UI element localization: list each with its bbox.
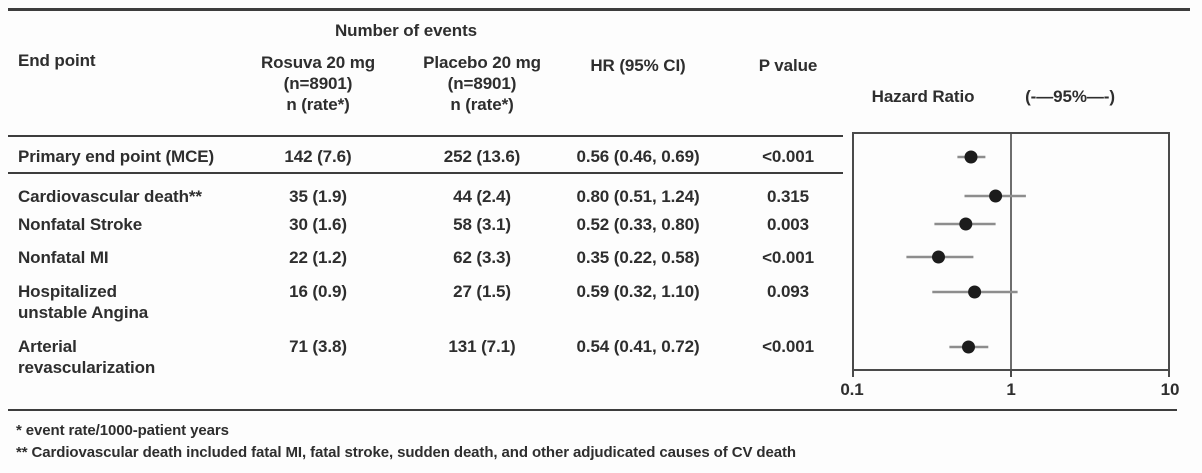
hr-cell: 0.56 (0.46, 0.69)	[576, 147, 700, 166]
column-header-p-value: P value	[758, 56, 818, 75]
endpoint-cell: Primary end point (MCE)	[18, 147, 215, 166]
placebo-cell: 44 (2.4)	[453, 187, 511, 206]
group-header-number-of-events: Number of events	[335, 21, 477, 40]
p-value-cell: 0.093	[766, 282, 810, 301]
endpoint-cell: Cardiovascular death**	[18, 187, 202, 206]
endpoint-cell: Hospitalized unstable Angina	[18, 282, 149, 322]
p-value-cell: 0.003	[766, 215, 810, 234]
placebo-cell: 27 (1.5)	[453, 282, 511, 301]
footnote-event-rate: * event rate/1000-patient years	[16, 422, 229, 439]
rosuva-cell: 71 (3.8)	[289, 337, 347, 356]
axis-tick-label-10: 10	[1160, 380, 1180, 399]
endpoint-cell: Arterial revascularization	[18, 337, 156, 377]
hr-cell: 0.59 (0.32, 1.10)	[576, 282, 700, 301]
forest-plot	[852, 132, 1170, 377]
rosuva-cell: 16 (0.9)	[289, 282, 347, 301]
rosuva-cell: 22 (1.2)	[289, 248, 347, 267]
footnote-cv-death: ** Cardiovascular death included fatal M…	[16, 444, 796, 461]
p-value-cell: 0.315	[766, 187, 810, 206]
rosuva-cell: 30 (1.6)	[289, 215, 347, 234]
p-value-cell: <0.001	[762, 337, 814, 356]
plot-title-hazard-ratio: Hazard Ratio	[871, 87, 975, 106]
hr-marker	[962, 340, 975, 354]
hr-marker	[964, 150, 978, 164]
hr-marker	[989, 189, 1003, 203]
column-header-end-point: End point	[18, 51, 96, 70]
axis-tick-label-1: 1	[1006, 380, 1016, 399]
bottom-rule	[8, 409, 1177, 411]
hr-cell: 0.52 (0.33, 0.80)	[576, 215, 700, 234]
column-header-placebo: Placebo 20 mg (n=8901) n (rate*)	[423, 53, 541, 114]
hr-marker	[932, 250, 945, 264]
placebo-cell: 58 (3.1)	[453, 215, 511, 234]
endpoint-cell: Nonfatal MI	[18, 248, 109, 267]
hr-cell: 0.80 (0.51, 1.24)	[576, 187, 700, 206]
placebo-cell: 131 (7.1)	[448, 337, 516, 356]
placebo-cell: 62 (3.3)	[453, 248, 511, 267]
axis-tick-label-0-1: 0.1	[840, 380, 864, 399]
p-value-cell: <0.001	[762, 147, 814, 166]
rosuva-cell: 35 (1.9)	[289, 187, 347, 206]
top-rule	[8, 8, 1190, 11]
column-header-rosuva: Rosuva 20 mg (n=8901) n (rate*)	[260, 53, 376, 114]
column-header-hr-ci: HR (95% CI)	[590, 56, 686, 75]
plot-ci-label: (-—95%—-)	[1025, 87, 1115, 106]
hr-marker	[968, 285, 982, 299]
hr-cell: 0.54 (0.41, 0.72)	[576, 337, 700, 356]
header-rule	[8, 135, 843, 137]
primary-endpoint-separator-rule	[8, 172, 843, 174]
hr-cell: 0.35 (0.22, 0.58)	[576, 248, 700, 267]
endpoint-cell: Nonfatal Stroke	[18, 215, 143, 234]
placebo-cell: 252 (13.6)	[443, 147, 521, 166]
hr-marker	[959, 217, 973, 231]
p-value-cell: <0.001	[762, 248, 814, 267]
rosuva-cell: 142 (7.6)	[284, 147, 352, 166]
